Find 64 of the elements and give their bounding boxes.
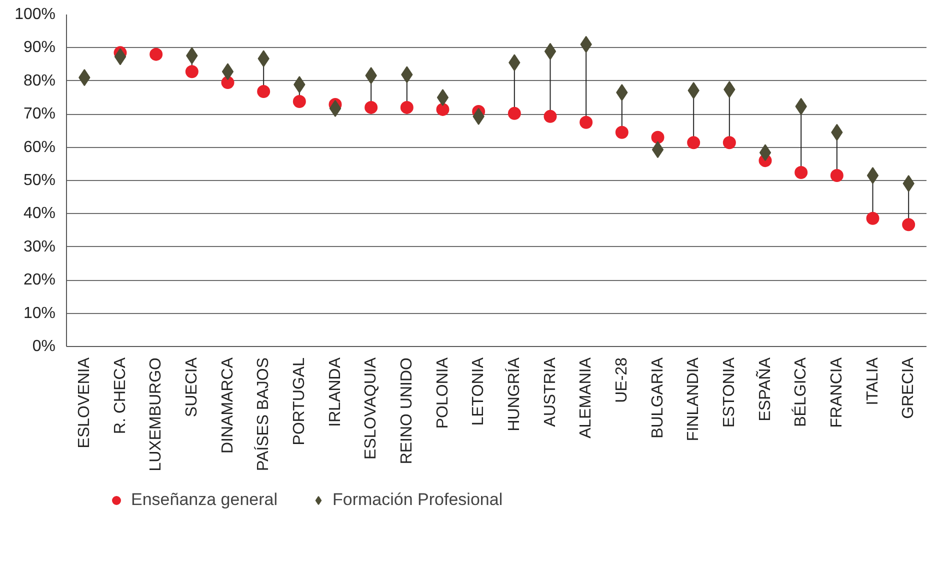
point [759, 144, 772, 162]
point [329, 100, 342, 117]
point [400, 100, 414, 114]
x-tick-label: BULGARIA [649, 357, 666, 438]
x-tick-label: LETONIA [470, 357, 488, 426]
legend-label: Enseñanza general [131, 490, 278, 510]
x-tick-label: UE-28 [613, 357, 630, 403]
x-tick-label: GRECIA [900, 357, 918, 419]
point [687, 136, 700, 150]
y-tick-label: 40% [23, 205, 56, 222]
y-tick-label: 50% [23, 172, 56, 189]
point [544, 42, 556, 60]
x-tick-label: PAÍSES BAJOS [254, 357, 272, 472]
point [222, 63, 234, 80]
y-tick-label: 20% [23, 272, 56, 289]
legend-label: Formación Profesional [332, 490, 503, 510]
point [150, 48, 163, 61]
x-tick-label: FRANCIA [828, 357, 846, 428]
x-tick-label: LUXEMBURGO [148, 358, 165, 472]
x-tick-label: R. CHECA [112, 357, 129, 434]
x-tick-label: ALEMANIA [578, 357, 595, 438]
x-tick-label: ESLOVENIA [76, 357, 93, 448]
point [830, 169, 844, 182]
x-tick-label: FINLANDIA [685, 357, 702, 442]
y-tick-label: 100% [14, 6, 56, 23]
point [866, 167, 879, 184]
x-tick-label: POLONIA [434, 357, 452, 429]
point [508, 106, 521, 120]
x-tick-label: ITALIA [864, 357, 882, 406]
point [436, 102, 450, 116]
point [722, 136, 736, 150]
point [114, 48, 126, 66]
x-tick-label: HUNGRÍA [504, 357, 523, 432]
x-tick-label: SUECIA [183, 357, 200, 418]
point [902, 218, 916, 232]
point [221, 76, 234, 90]
point [652, 141, 664, 158]
x-tick-label: BÉLGICA [792, 357, 810, 427]
x-tick-label: ESLOVAQUIA [362, 357, 380, 460]
y-tick-label: 90% [23, 39, 56, 56]
y-tick-label: 60% [23, 138, 56, 156]
y-tick-label: 30% [23, 238, 56, 256]
y-tick-label: 10% [23, 304, 56, 322]
point [364, 100, 378, 114]
point [615, 126, 628, 139]
x-tick-label: ESPAÑA [754, 357, 774, 422]
point [580, 116, 593, 129]
point [436, 89, 449, 106]
x-tick-label: IRLANDA [326, 357, 344, 427]
point [544, 110, 557, 123]
point [292, 94, 306, 108]
x-tick-label: AUSTRIA [542, 357, 559, 427]
y-tick-label: 0% [32, 338, 56, 355]
x-tick-label: DINAMARCA [219, 357, 236, 454]
point [866, 212, 880, 225]
point [185, 65, 198, 78]
y-tick-label: 70% [23, 106, 56, 123]
x-tick-label: PORTUGAL [290, 357, 308, 446]
point [257, 85, 270, 98]
point [651, 130, 664, 144]
point [794, 166, 808, 180]
y-tick-label: 80% [23, 72, 56, 90]
x-tick-label: ESTONIA [720, 357, 738, 428]
x-tick-label: REINO UNIDO [398, 358, 416, 464]
